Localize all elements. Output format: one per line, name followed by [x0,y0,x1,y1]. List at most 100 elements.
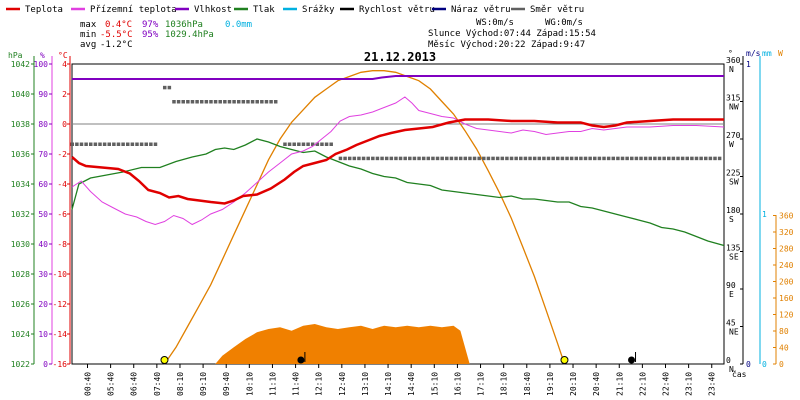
wind-direction-point [472,156,477,161]
wind-direction-point [602,156,606,161]
wind-direction-point [611,156,616,161]
stat-avg-label: avg [80,40,96,50]
wind-direction-point [528,156,532,161]
wind-direction-point [301,142,306,146]
wind-direction-point [532,156,537,161]
wind-direction-point [250,100,255,104]
wind-direction-point [565,156,569,161]
rain-tick-label: 0 [762,360,767,369]
direction-tick-degree: 315 [726,94,741,103]
wind-direction-point [412,156,417,161]
wind-direction-point [634,156,639,161]
wind-direction-point [264,100,269,104]
wind-direction-point [537,156,542,161]
wind-direction-point [153,142,158,146]
ground-temp-line [71,96,725,226]
plot-area [70,63,725,365]
direction-tick-degree: 270 [726,131,741,140]
x-tick-label: 19:10 [546,372,555,396]
wind-direction-point [463,156,468,161]
wind-direction-point [347,156,352,161]
wind-direction-point [417,156,421,161]
wind-direction-point [167,85,172,90]
wind-direction-point [352,156,357,161]
legend: Teplota Přízemní teplota Vlhkost Tlak Srážky… [6,5,584,15]
x-tick-label: 05:40 [107,372,116,396]
x-tick-label: 20:40 [592,372,601,396]
hpa-tick-label: 1030 [11,240,30,249]
celsius-tick-label: 0 [62,120,67,129]
info-ws: WS:0m/s [476,18,514,28]
wind-direction-point [310,142,315,146]
wind-direction-point [445,156,449,161]
wind-direction-point [477,156,481,161]
x-tick-label: 00:40 [83,372,92,396]
wind-direction-point [597,156,602,161]
wind-direction-point [500,156,505,161]
legend-label: Srážky [302,5,335,15]
celsius-tick-label: -6 [57,210,67,219]
wind-direction-point [241,100,246,104]
wind-direction-point [70,142,74,146]
wind-direction-point [421,156,426,161]
wind-direction-point [199,100,204,104]
percent-tick-label: 0 [43,360,48,369]
wind-direction-point [713,156,717,161]
celsius-tick-label: -10 [53,270,68,279]
wind-direction-point [625,156,629,161]
x-tick-label: 07:40 [153,372,162,396]
wind-direction-point [514,156,518,161]
wind-direction-point [486,156,491,161]
wind-direction-point [357,156,361,161]
percent-tick-label: 70 [38,150,48,159]
wind-direction-point [320,142,324,146]
wind-direction-point [643,156,648,161]
wind-direction-point [98,142,102,146]
wind-direction-point [458,156,463,161]
x-tick-label: 20:10 [569,372,578,396]
wind-direction-point [297,142,301,146]
wind-direction-point [454,156,458,161]
direction-tick-degree: 135 [726,244,741,253]
legend-label: Rychlost větru [359,5,435,15]
solar-tick-label: 80 [779,327,789,336]
info-wg: WG:0m/s [545,18,583,28]
axis-unit-label: ° [728,49,733,58]
wind-direction-point [287,142,292,146]
hpa-tick-label: 1028 [11,270,30,279]
wind-direction-point [125,142,130,146]
wind-direction-point [551,156,555,161]
wind-direction-point [135,142,139,146]
wind-direction-point [620,156,625,161]
stats-panel: max 0.4°C 97% 1036hPa 0.0mm min -5.5°C 9… [80,20,252,50]
x-tick-label: 12:10 [315,372,324,396]
solar-tick-label: 40 [779,344,789,353]
wind-direction-point [648,156,653,161]
percent-tick-label: 100 [34,60,49,69]
wind-direction-point [144,142,148,146]
wind-direction-point [139,142,144,146]
x-tick-label: 06:40 [130,372,139,396]
solar-tick-label: 160 [779,294,794,303]
hpa-tick-label: 1034 [11,180,30,189]
wind-direction-point [181,100,185,104]
celsius-tick-label: 4 [62,60,67,69]
wind-direction-point [384,156,389,161]
wind-direction-point [505,156,509,161]
wind-direction-point [112,142,116,146]
wind-direction-point [79,142,84,146]
wind-direction-point [324,142,329,146]
wind-direction-point [560,156,565,161]
wind-direction-point [218,100,222,104]
direction-tick-name: N [729,365,734,374]
wind-direction-point [93,142,98,146]
humidity-line [72,75,724,80]
wind-direction-point [209,100,213,104]
wind-direction-point [694,156,699,161]
wind-direction-point [375,156,380,161]
wind-direction-point [190,100,195,104]
rain-tick-label: 1 [762,210,767,219]
wind-direction-point [569,156,574,161]
legend-label: Tlak [253,5,275,15]
axis-unit-label: °C [58,51,68,60]
